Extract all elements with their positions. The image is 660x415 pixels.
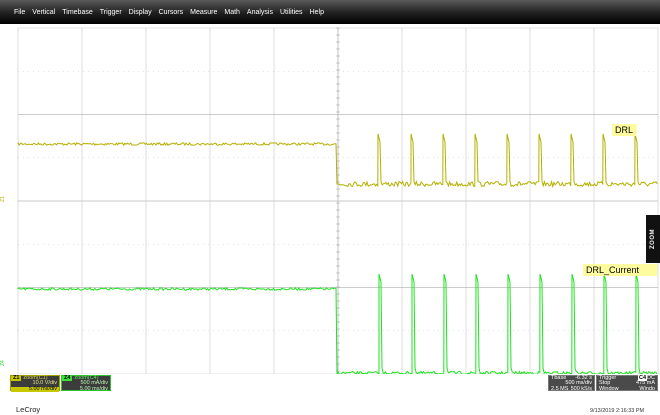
menu-bar: File Vertical Timebase Trigger Display Cursor… <box>0 0 660 24</box>
z4-amps-per-div: 500 mA/div <box>80 380 108 387</box>
drl-trace <box>17 133 658 189</box>
menu-timebase[interactable]: Timebase <box>62 8 93 16</box>
trigger-title: Trigger <box>599 375 617 381</box>
z1-time-per-div: 5.00 ms/div <box>11 386 59 392</box>
trigger-box[interactable]: Trigger C4DC Stop 475 mA Window Windo <box>596 375 658 392</box>
trigger-mode: Stop <box>599 380 611 387</box>
z4-axis-marker: Z4 <box>0 360 6 366</box>
drl-trace-label: DRL <box>615 125 633 135</box>
trigger-type-2: Windo <box>639 385 655 392</box>
drl-current-trace-label: DRL_Current <box>586 265 640 275</box>
z1-id: Z1 <box>11 375 22 382</box>
menu-file[interactable]: File <box>14 8 26 16</box>
z4-descriptor-box[interactable]: Z4 zoom(C4) 500 mA/div 5.00 ms/div <box>61 375 111 392</box>
timebase-delay: -6.32 s <box>575 375 592 381</box>
menu-cursors[interactable]: Cursors <box>158 8 184 16</box>
menu-analysis[interactable]: Analysis <box>246 8 273 16</box>
trigger-type: Window <box>599 385 619 392</box>
trigger-source: C4 <box>638 375 648 381</box>
timebase-tdiv: 500 ms/div <box>565 380 592 387</box>
menu-trigger[interactable]: Trigger <box>99 8 122 16</box>
drl-current-trace-label-bg <box>583 264 658 276</box>
menu-measure[interactable]: Measure <box>190 8 218 16</box>
z4-id: Z4 <box>62 375 73 382</box>
z4-time-per-div: 5.00 ms/div <box>79 385 108 392</box>
z1-axis-marker: Z1 <box>0 196 6 202</box>
z1-name: zoom(C1) <box>23 375 48 381</box>
menu-utilities[interactable]: Utilities <box>280 8 303 16</box>
drl-trace-label-bg <box>612 124 637 136</box>
zoom-tab[interactable]: ZOOM <box>646 215 660 263</box>
trigger-level: 475 mA <box>636 380 655 387</box>
timebase-title: Tbase <box>551 375 567 381</box>
traces <box>17 133 658 374</box>
timebase-rate: 500 kS/s <box>570 385 592 392</box>
z1-descriptor-box[interactable]: Z1 zoom(C1) 10.0 V/div 5.00 ms/div <box>10 375 60 392</box>
timebase-box[interactable]: Tbase -6.32 s 500 ms/div 2.5 MS 500 kS/s <box>548 375 595 392</box>
menu-vertical[interactable]: Vertical <box>32 8 56 16</box>
graticule-grid <box>17 27 659 374</box>
drl-current-trace <box>17 273 658 374</box>
timebase-samples: 2.5 MS <box>551 385 569 392</box>
menu-display[interactable]: Display <box>128 8 152 16</box>
z4-name: zoom(C4) <box>74 375 99 381</box>
scope-display[interactable]: DRL DRL_Current Z1 Z4 <box>0 24 660 374</box>
menu-help[interactable]: Help <box>309 8 324 16</box>
brand-logo-text: LeCroy <box>16 405 41 414</box>
timestamp: 9/13/2019 2:16:33 PM <box>590 408 645 414</box>
z1-volts-per-div: 10.0 V/div <box>32 380 57 387</box>
zoom-tab-label: ZOOM <box>650 229 656 249</box>
trigger-coupling: DC <box>647 375 655 381</box>
menu-math[interactable]: Math <box>224 8 240 16</box>
